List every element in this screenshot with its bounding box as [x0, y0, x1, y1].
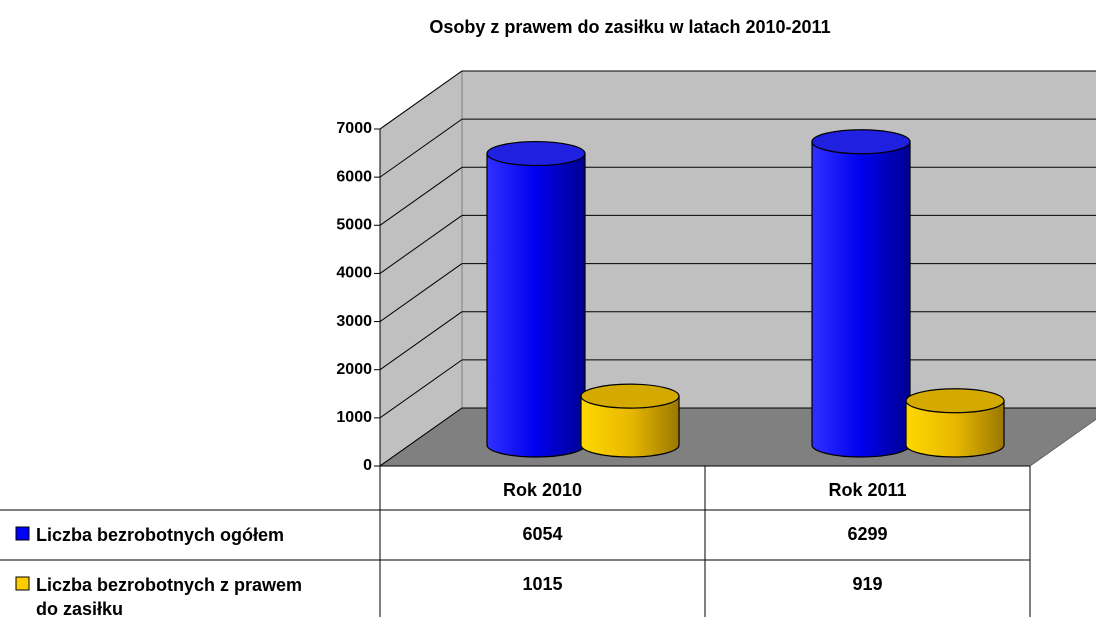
bar-body [486, 152, 586, 458]
bar-body [811, 141, 911, 458]
bar-top [486, 140, 586, 167]
grid-line [379, 263, 463, 322]
bar [811, 129, 911, 458]
grid-line [379, 359, 463, 419]
y-tick-label: 2000 [336, 361, 372, 378]
table-value: 6299 [847, 524, 888, 544]
legend-key [15, 526, 30, 541]
y-tick-label: 5000 [336, 217, 372, 234]
bar [486, 140, 586, 458]
bar [580, 383, 680, 458]
bar-top [811, 129, 911, 155]
table-value: 919 [852, 574, 883, 594]
y-tick-label: 4000 [336, 265, 372, 282]
x-tick-label: Rok 2010 [502, 480, 583, 500]
y-tick-label: 6000 [336, 168, 372, 185]
grid-line [379, 166, 463, 226]
table-value: 6054 [522, 524, 563, 544]
grid-line [379, 311, 463, 371]
y-tick-label: 1000 [336, 409, 372, 426]
y-tick-label: 3000 [336, 313, 372, 330]
legend-label: Liczba bezrobotnych ogółem [36, 525, 285, 545]
bar-top [580, 383, 680, 409]
bar-top [905, 388, 1005, 414]
table-value: 1015 [522, 574, 563, 594]
legend-key [15, 576, 30, 591]
bar-body [905, 400, 1005, 458]
grid-line [379, 215, 463, 274]
grid-line [379, 118, 463, 178]
side-wall [379, 70, 463, 467]
x-tick-label: Rok 2011 [828, 480, 907, 500]
bar-body [580, 395, 680, 458]
y-tick-label: 0 [363, 457, 372, 474]
legend-label: Liczba bezrobotnych z prawem do zasiłku [36, 575, 303, 617]
bar [905, 388, 1005, 458]
grid-line [379, 70, 463, 130]
chart-title: Osoby z prawem do zasiłku w latach 2010-… [429, 17, 830, 37]
y-tick-label: 7000 [336, 120, 372, 137]
grid-line [379, 407, 463, 467]
